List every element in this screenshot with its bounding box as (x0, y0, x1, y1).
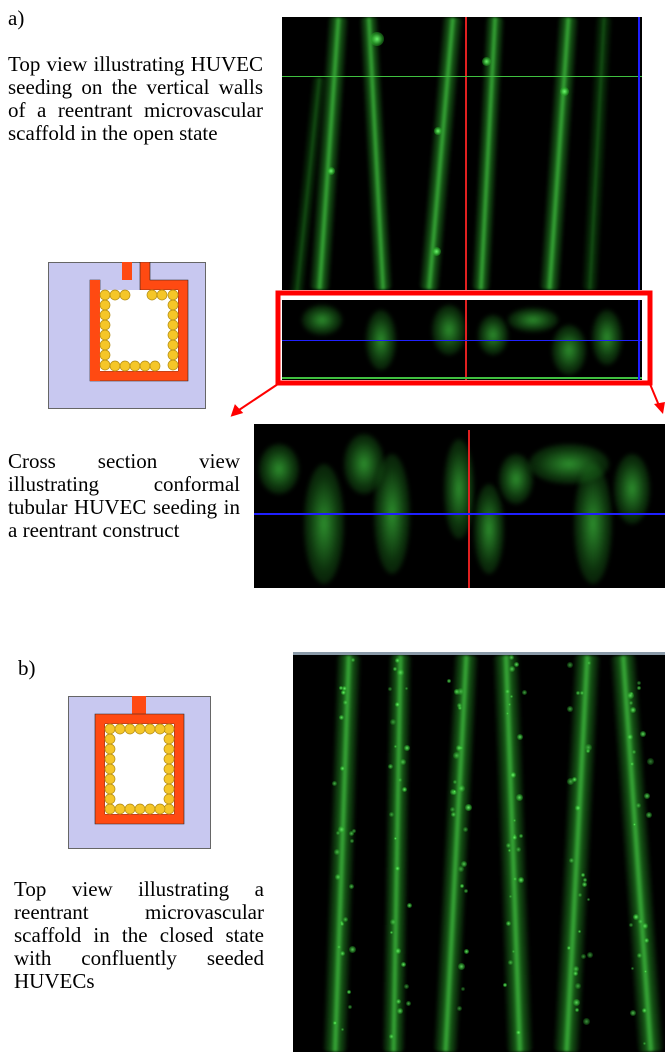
seeded-cells-open (99, 289, 179, 372)
cell (167, 359, 179, 371)
closed-state-scaffold-diagram (68, 696, 211, 849)
cell (163, 753, 175, 765)
panel-b-label: b) (18, 656, 36, 680)
crosshair-vertical-red (465, 17, 467, 290)
cell (124, 723, 136, 735)
panel-a-top-view-caption: Top view illustrating HUVEC seeding on t… (8, 52, 263, 145)
cell (134, 803, 146, 815)
cell (154, 723, 166, 735)
cell (163, 783, 175, 795)
cell (114, 723, 126, 735)
top-view-micrograph-a (282, 17, 642, 290)
crosshair-horizontal-green (282, 76, 642, 77)
crosshair-vertical-red (468, 430, 470, 588)
cell (104, 733, 116, 745)
cell (154, 803, 166, 815)
cell (144, 723, 156, 735)
cell (104, 753, 116, 765)
cell (134, 723, 146, 735)
zoom-highlight-overlay (230, 290, 665, 417)
seeded-cells-closed (104, 723, 175, 815)
cell (149, 360, 161, 372)
cell (163, 773, 175, 785)
highlight-box (275, 290, 653, 386)
cell (163, 733, 175, 745)
panel-b-top-view-caption: Top view illustrating a reentrant microv… (14, 877, 264, 993)
cell (104, 743, 116, 755)
cell (163, 723, 175, 735)
cell (104, 803, 116, 815)
scaffold-lumen (100, 290, 178, 371)
cell (163, 743, 175, 755)
cell (119, 289, 131, 301)
cell (144, 803, 156, 815)
cell (163, 803, 175, 815)
cell (104, 773, 116, 785)
cell (163, 763, 175, 775)
cross-section-strip-a (282, 300, 642, 380)
crosshair-horizontal-blue (254, 513, 665, 515)
cell (156, 289, 168, 301)
scaffold-neck (132, 696, 146, 716)
cell (114, 803, 126, 815)
top-view-micrograph-b (293, 652, 665, 1052)
cross-section-enlarged-a (254, 424, 665, 588)
open-state-scaffold-diagram (48, 262, 206, 409)
scaffold-lumen (105, 724, 174, 814)
panel-a-label: a) (8, 6, 25, 30)
cell (104, 783, 116, 795)
cell (163, 793, 175, 805)
cell (104, 723, 116, 735)
cell (104, 793, 116, 805)
panel-a-cross-section-caption: Cross section view illustrating conforma… (8, 449, 240, 542)
cell (124, 803, 136, 815)
zoom-arrow-left (235, 383, 279, 413)
cell (104, 763, 116, 775)
crosshair-edge-blue (638, 17, 640, 290)
